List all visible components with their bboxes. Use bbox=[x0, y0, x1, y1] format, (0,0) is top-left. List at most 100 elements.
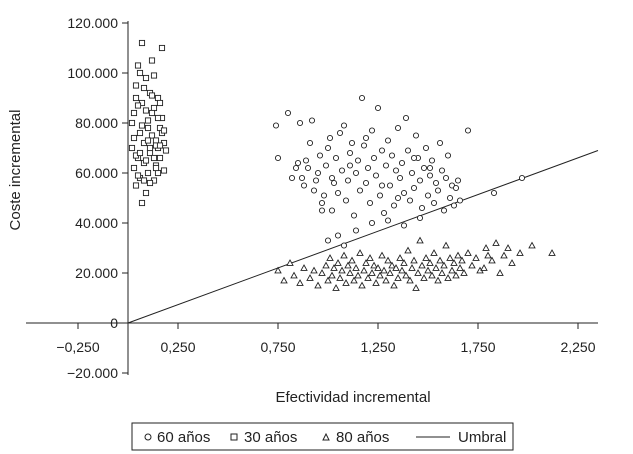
point-circle-6 bbox=[296, 119, 304, 127]
point-circle-58 bbox=[400, 189, 408, 197]
x-tick-label-0: −0,250 bbox=[56, 339, 99, 355]
point-triangle-40 bbox=[382, 276, 390, 284]
point-circle-95 bbox=[384, 217, 392, 224]
point-square-62 bbox=[156, 142, 164, 149]
point-square-43 bbox=[146, 179, 154, 187]
point-circle-66 bbox=[416, 177, 424, 184]
point-circle-36 bbox=[356, 187, 364, 194]
point-triangle-21 bbox=[344, 261, 352, 269]
point-circle-69 bbox=[422, 144, 430, 152]
point-square-54 bbox=[150, 154, 158, 162]
point-triangle-65 bbox=[432, 264, 440, 271]
point-triangle-52 bbox=[406, 276, 414, 284]
point-circle-96 bbox=[400, 222, 408, 229]
point-square-25 bbox=[154, 94, 162, 102]
point-triangle-38 bbox=[378, 251, 386, 259]
point-triangle-60 bbox=[422, 254, 430, 261]
point-square-16 bbox=[144, 169, 152, 177]
threshold-line bbox=[127, 150, 599, 324]
point-triangle-20 bbox=[342, 279, 350, 286]
point-circle-11 bbox=[306, 139, 314, 147]
point-square-52 bbox=[142, 107, 150, 114]
point-triangle-19 bbox=[340, 251, 348, 259]
point-circle-72 bbox=[428, 157, 436, 164]
point-circle-63 bbox=[410, 184, 418, 192]
point-circle-102 bbox=[378, 182, 386, 189]
point-square-33 bbox=[162, 147, 170, 154]
point-circle-20 bbox=[324, 144, 332, 152]
point-triangle-61 bbox=[424, 266, 432, 274]
point-circle-59 bbox=[402, 114, 410, 122]
y-axis-label: Coste incremental bbox=[7, 110, 24, 231]
point-triangle-29 bbox=[360, 266, 368, 274]
point-triangle-87 bbox=[496, 269, 504, 276]
y-tick-label-5: 80.000 bbox=[75, 115, 118, 131]
point-circle-22 bbox=[328, 207, 336, 214]
point-square-32 bbox=[160, 167, 168, 174]
point-triangle-44 bbox=[390, 281, 398, 289]
point-triangle-48 bbox=[398, 266, 406, 274]
point-square-51 bbox=[138, 122, 146, 129]
point-triangle-26 bbox=[354, 271, 362, 279]
point-triangle-55 bbox=[412, 284, 420, 291]
point-triangle-59 bbox=[420, 274, 428, 281]
point-triangle-56 bbox=[414, 269, 422, 276]
point-triangle-62 bbox=[426, 259, 434, 266]
point-circle-8 bbox=[300, 182, 308, 189]
point-circle-89 bbox=[518, 174, 526, 182]
y-tick-label-7: 120.000 bbox=[67, 15, 118, 31]
x-tick-label-1: 0,250 bbox=[160, 339, 195, 355]
point-triangle-12 bbox=[326, 254, 334, 261]
point-circle-32 bbox=[348, 139, 356, 147]
point-triangle-72 bbox=[446, 254, 454, 261]
point-triangle-53 bbox=[408, 264, 416, 271]
y-tick-label-0: −20.000 bbox=[67, 365, 118, 381]
point-circle-2 bbox=[284, 109, 292, 117]
point-triangle-88 bbox=[500, 251, 508, 259]
point-square-55 bbox=[154, 114, 162, 122]
point-circle-61 bbox=[406, 197, 414, 204]
legend-label-60: 60 años bbox=[157, 429, 210, 446]
point-triangle-13 bbox=[328, 271, 336, 279]
point-triangle-31 bbox=[364, 274, 372, 281]
point-square-61 bbox=[152, 164, 160, 172]
point-triangle-75 bbox=[452, 271, 460, 279]
x-tick-label-2: 0,750 bbox=[260, 339, 295, 355]
point-circle-75 bbox=[434, 187, 442, 194]
point-circle-29 bbox=[342, 197, 350, 204]
point-triangle-82 bbox=[472, 254, 480, 261]
point-square-44 bbox=[148, 109, 156, 117]
point-circle-1 bbox=[274, 154, 282, 162]
point-circle-100 bbox=[346, 162, 354, 169]
point-circle-64 bbox=[412, 132, 420, 139]
point-triangle-46 bbox=[394, 274, 402, 281]
point-square-58 bbox=[140, 177, 148, 184]
point-circle-104 bbox=[410, 154, 418, 162]
point-triangle-45 bbox=[392, 264, 400, 271]
point-circle-98 bbox=[318, 207, 326, 214]
point-circle-92 bbox=[324, 237, 332, 244]
point-circle-70 bbox=[424, 192, 432, 199]
point-circle-45 bbox=[374, 104, 382, 112]
point-circle-62 bbox=[408, 169, 416, 177]
point-circle-68 bbox=[420, 164, 428, 172]
point-circle-53 bbox=[390, 202, 398, 209]
point-circle-15 bbox=[314, 169, 322, 177]
y-tick-label-6: 100.000 bbox=[67, 65, 118, 81]
point-square-13 bbox=[142, 74, 150, 82]
point-triangle-66 bbox=[434, 276, 442, 284]
legend-label-80: 80 años bbox=[336, 429, 389, 446]
point-triangle-69 bbox=[440, 261, 448, 269]
point-triangle-25 bbox=[352, 264, 360, 271]
point-triangle-73 bbox=[448, 266, 456, 274]
point-triangle-81 bbox=[468, 261, 476, 269]
point-square-47 bbox=[154, 169, 162, 177]
point-triangle-47 bbox=[396, 254, 404, 261]
point-square-14 bbox=[142, 189, 150, 197]
point-circle-28 bbox=[340, 122, 348, 129]
point-circle-101 bbox=[362, 134, 370, 142]
point-circle-71 bbox=[426, 172, 434, 179]
point-triangle-28 bbox=[358, 281, 366, 289]
point-circle-26 bbox=[336, 129, 344, 137]
point-square-2 bbox=[130, 109, 138, 117]
